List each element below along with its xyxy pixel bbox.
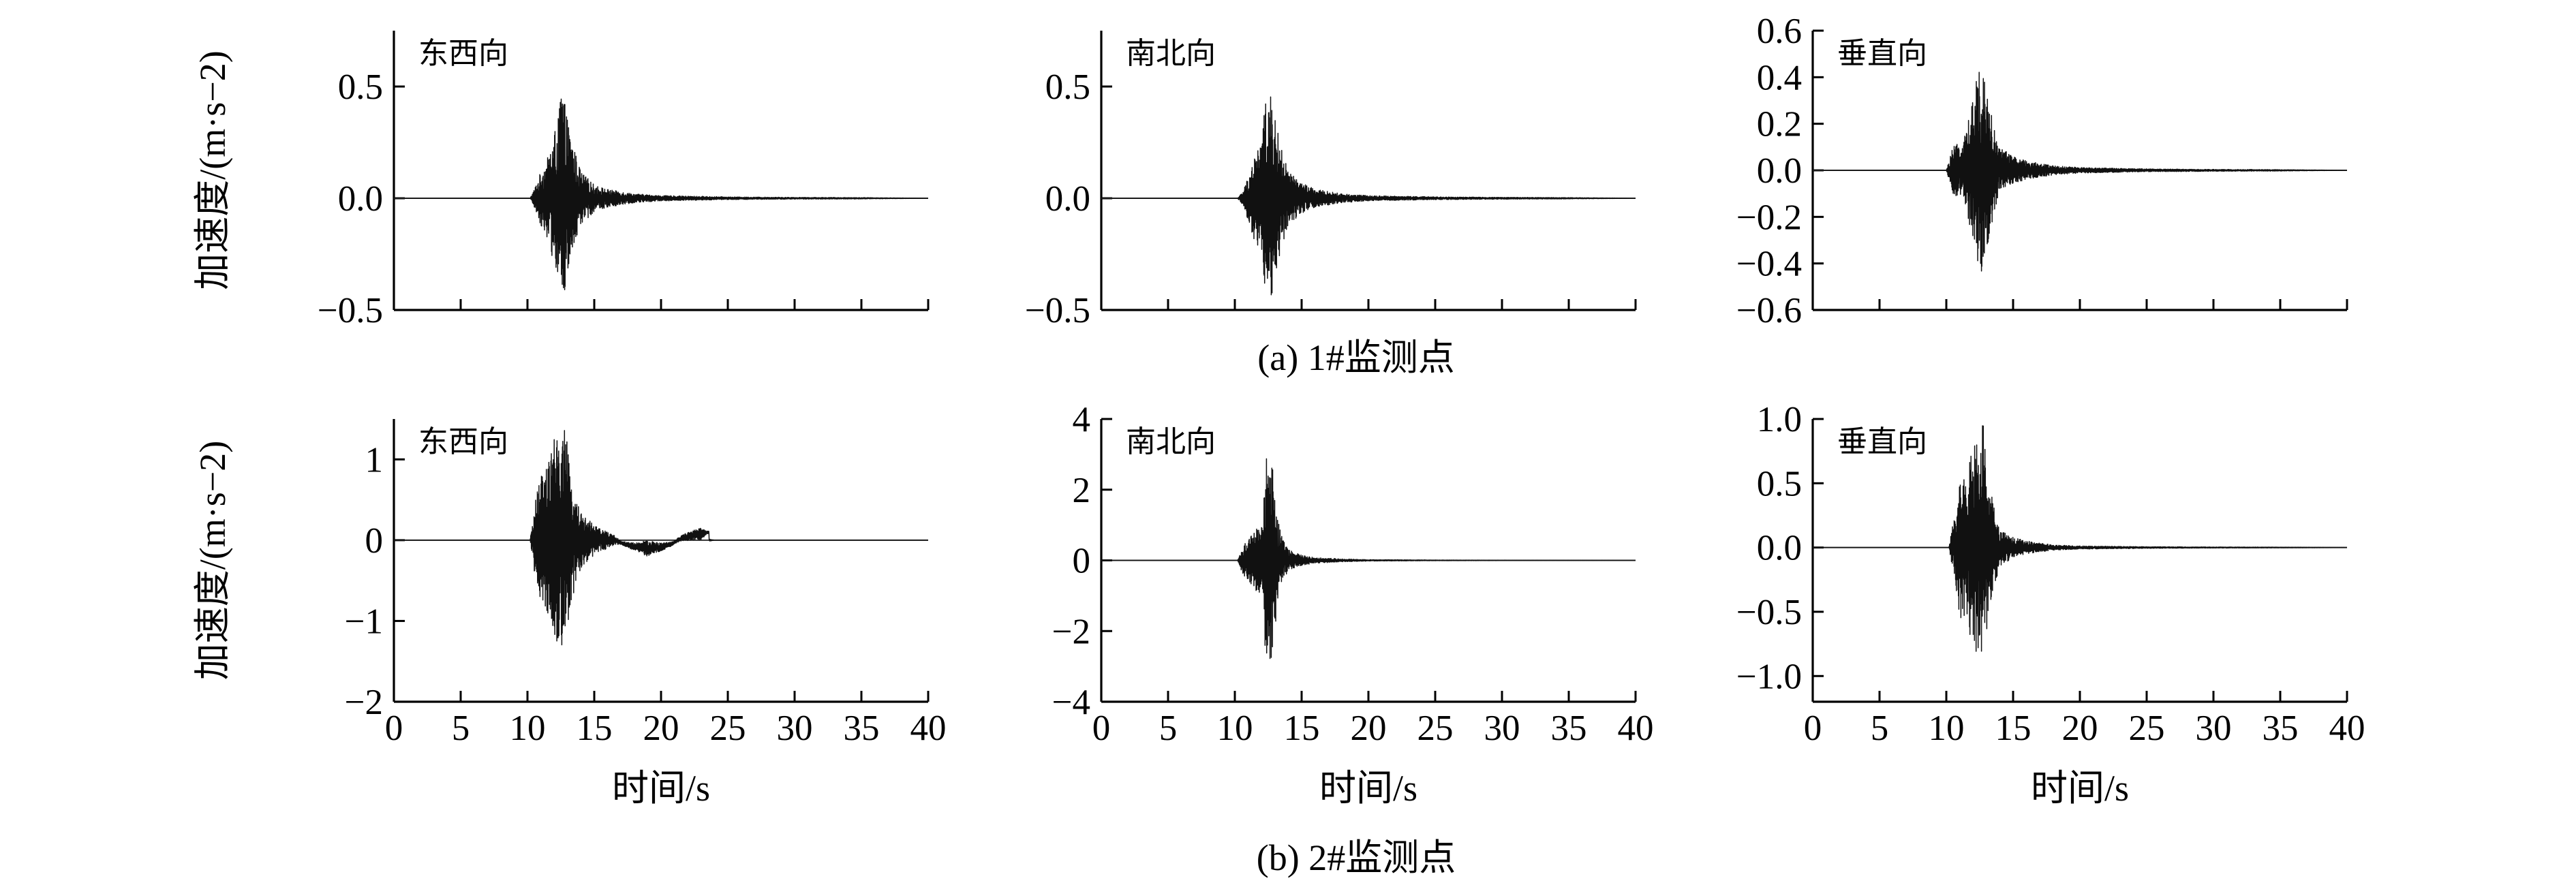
y-axis-title: 加速度/(m·s−2) xyxy=(192,441,233,680)
x-tick-label: 20 xyxy=(2062,709,2098,748)
x-tick-label: 40 xyxy=(1618,709,1654,748)
x-tick-label: 0 xyxy=(1092,709,1111,748)
acceleration-trace xyxy=(393,98,929,290)
x-tick-label: 30 xyxy=(2196,709,2232,748)
x-tick-label: 0 xyxy=(1804,709,1822,748)
y-tick-label: 4 xyxy=(1073,400,1091,439)
y-tick-label: 0 xyxy=(365,521,384,561)
x-tick-label: 30 xyxy=(1484,709,1520,748)
caption-a: (a) 1#监测点 xyxy=(1257,337,1454,378)
y-tick-label: −1.0 xyxy=(1736,657,1802,696)
panel-label: 东西向 xyxy=(418,36,508,71)
y-tick-label: −0.6 xyxy=(1736,291,1802,330)
x-tick-label: 25 xyxy=(1417,709,1454,748)
acceleration-trace xyxy=(1812,425,2348,652)
panel-label: 垂直向 xyxy=(1837,36,1927,71)
y-tick-label: −0.5 xyxy=(1736,593,1802,632)
x-tick-label: 5 xyxy=(452,709,470,748)
panel-label: 垂直向 xyxy=(1837,424,1927,459)
chart-panel-a-3: −0.6 −0.4 −0.2 0.0 0.2 0.4 0.6 垂直向 xyxy=(1736,12,2348,330)
x-tick-label: 40 xyxy=(910,709,947,748)
x-tick-label: 20 xyxy=(643,709,679,748)
panel-label: 南北向 xyxy=(1126,36,1216,71)
panels: −0.50.00.5东西向加速度/(m·s−2)−0.50.00.5南北向−0.… xyxy=(192,12,2365,809)
y-axis-title: 加速度/(m·s−2) xyxy=(192,50,233,290)
x-tick-label: 35 xyxy=(2263,709,2299,748)
acceleration-trace xyxy=(1101,96,1636,296)
x-tick-label: 30 xyxy=(777,709,813,748)
y-tick-label: 0.4 xyxy=(1757,58,1802,97)
y-tick-label: −4 xyxy=(1052,683,1090,722)
x-tick-label: 25 xyxy=(2129,709,2165,748)
y-tick-label: 0.5 xyxy=(1045,67,1090,107)
y-tick-label: 0 xyxy=(1073,542,1091,581)
x-axis-title: 时间/s xyxy=(1319,768,1417,809)
y-tick-label: 2 xyxy=(1073,471,1091,510)
acceleration-trace xyxy=(1101,458,1636,659)
x-tick-label: 10 xyxy=(1217,709,1253,748)
y-tick-label: 0.5 xyxy=(1757,464,1802,503)
y-tick-label: 0.0 xyxy=(1045,179,1090,219)
acceleration-trace xyxy=(1812,72,2348,272)
chart-panel-b-1: 0 5 10 15 20 25 30 35 40 −2 −1 0 1 东西向 加速度/(m·s−2) 时间/s xyxy=(192,419,947,809)
x-tick-label: 10 xyxy=(510,709,546,748)
y-tick-label: 0.5 xyxy=(338,67,383,107)
x-tick-label: 35 xyxy=(1551,709,1587,748)
y-tick-label: 0.0 xyxy=(1757,529,1802,568)
panel-label: 东西向 xyxy=(418,424,508,459)
y-tick-label: 0.0 xyxy=(1757,151,1802,191)
x-tick-label: 15 xyxy=(1284,709,1320,748)
x-axis-title: 时间/s xyxy=(2031,768,2129,809)
x-tick-label: 25 xyxy=(710,709,746,748)
y-tick-label: 0.6 xyxy=(1757,12,1802,51)
y-tick-label: 0.2 xyxy=(1757,105,1802,144)
acceleration-trace xyxy=(393,430,929,646)
chart-panel-a-2: −0.5 0.0 0.5 南北向 xyxy=(1025,31,1637,330)
y-tick-label: −0.2 xyxy=(1736,198,1802,237)
x-tick-label: 35 xyxy=(844,709,880,748)
x-tick-label: 5 xyxy=(1159,709,1178,748)
x-tick-label: 5 xyxy=(1871,709,1889,748)
y-tick-label: 1 xyxy=(365,440,384,480)
x-tick-label: 15 xyxy=(1995,709,2031,748)
x-tick-label: 40 xyxy=(2329,709,2365,748)
y-tick-label: −0.5 xyxy=(318,291,383,330)
y-tick-label: −0.4 xyxy=(1736,245,1802,284)
y-tick-label: −0.5 xyxy=(1025,291,1090,330)
caption-b: (b) 2#监测点 xyxy=(1257,837,1456,878)
y-tick-label: 0.0 xyxy=(338,179,383,219)
y-tick-label: −2 xyxy=(345,683,383,722)
y-tick-label: −1 xyxy=(345,602,383,641)
x-tick-label: 10 xyxy=(1929,709,1965,748)
panel-label: 南北向 xyxy=(1126,424,1216,459)
chart-panel-a-1: −0.5 0.0 0.5 东西向 加速度/(m·s−2) xyxy=(192,31,930,330)
x-tick-label: 15 xyxy=(577,709,613,748)
y-tick-label: 1.0 xyxy=(1757,400,1802,439)
y-tick-label: −2 xyxy=(1052,612,1090,651)
x-tick-label: 0 xyxy=(385,709,403,748)
x-axis-title: 时间/s xyxy=(612,768,710,809)
x-tick-label: 20 xyxy=(1351,709,1387,748)
